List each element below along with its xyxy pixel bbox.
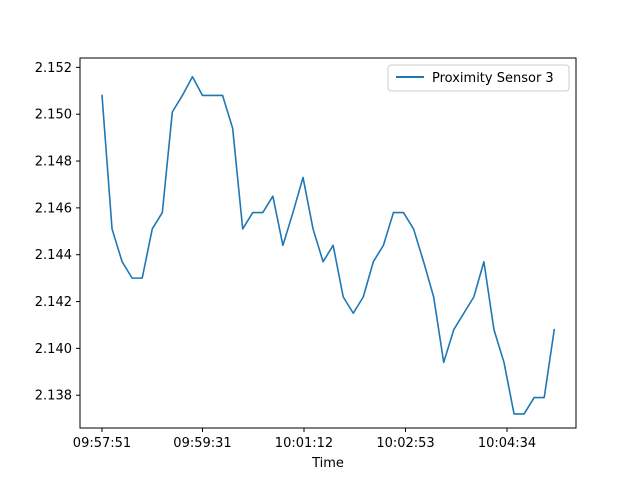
plot-frame <box>79 57 577 429</box>
legend-box <box>387 64 570 92</box>
y-axis-ticks: 2.138 2.140 2.142 2.144 2.146 2.148 2.150 2.152 <box>35 61 80 404</box>
x-tick-label: 10:02:53 <box>376 436 434 451</box>
x-tick-label: 09:57:51 <box>73 436 131 451</box>
x-tick-label: 10:01:12 <box>275 436 333 451</box>
y-tick-label: 2.138 <box>35 389 72 404</box>
y-tick-label: 2.142 <box>35 295 72 310</box>
y-tick-label: 2.152 <box>35 61 72 76</box>
y-tick-label: 2.146 <box>35 201 72 216</box>
x-tick-label: 10:04:34 <box>478 436 536 451</box>
legend: Proximity Sensor 3 <box>387 64 570 92</box>
y-tick-label: 2.144 <box>35 248 72 263</box>
y-tick-label: 2.140 <box>35 342 72 357</box>
y-tick-label: 2.148 <box>35 155 72 170</box>
x-axis-title: Time <box>311 456 344 471</box>
legend-label: Proximity Sensor 3 <box>432 71 554 86</box>
series-lines <box>101 75 556 415</box>
series-line <box>101 75 556 415</box>
x-tick-label: 09:59:31 <box>173 436 231 451</box>
x-axis-ticks: 09:57:51 09:59:31 10:01:12 10:02:53 10:04:34 <box>73 428 536 451</box>
y-tick-label: 2.150 <box>35 108 72 123</box>
